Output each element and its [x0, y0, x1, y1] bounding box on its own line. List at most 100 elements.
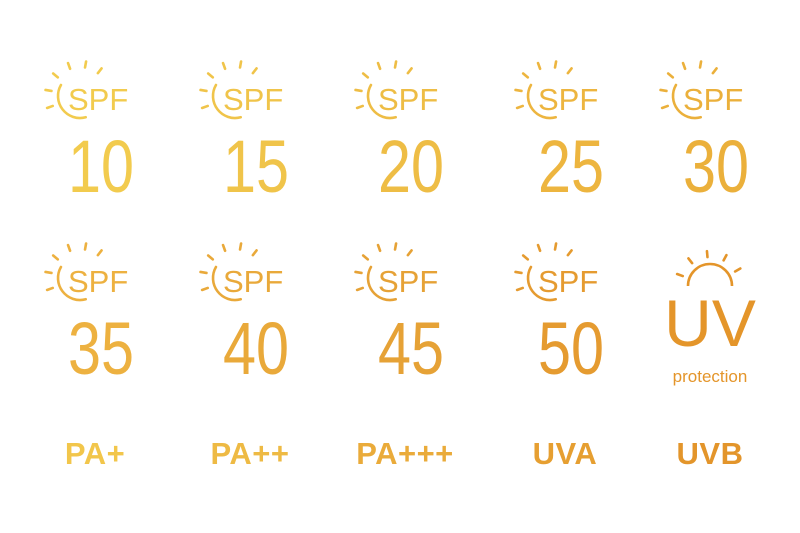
spf-prefix: SPF	[538, 264, 598, 299]
sun-ray-icon	[355, 104, 365, 110]
sun-ray-icon	[206, 72, 215, 79]
sun-ray-icon	[251, 249, 258, 257]
sun-arc-icon	[366, 83, 397, 120]
sun-ray-icon	[687, 257, 694, 265]
sun-ray-icon	[553, 60, 558, 69]
sun-ray-icon	[376, 243, 382, 253]
sun-ray-icon	[393, 242, 398, 251]
uv-protection-icon: UV protection	[645, 240, 775, 390]
sun-ray-icon	[514, 88, 523, 93]
sun-ray-icon	[44, 270, 53, 275]
sun-ray-icon	[733, 267, 742, 273]
sun-ray-icon	[660, 104, 670, 110]
sun-ray-icon	[393, 60, 398, 69]
sun-ray-icon	[251, 67, 258, 75]
spf-value: 50	[538, 307, 604, 390]
sun-ray-icon	[722, 253, 728, 262]
sun-arc-icon	[671, 83, 702, 120]
sun-ray-icon	[354, 88, 363, 93]
sun-ray-icon	[221, 243, 227, 253]
sun-ray-icon	[238, 242, 243, 251]
sun-arc-icon	[526, 265, 557, 302]
sun-ray-icon	[666, 72, 675, 79]
sun-ray-icon	[681, 61, 687, 71]
sun-ray-icon	[45, 286, 55, 292]
sun-ray-icon	[515, 104, 525, 110]
sun-ray-icon	[200, 286, 210, 292]
sun-ray-icon	[515, 286, 525, 292]
sun-ray-icon	[221, 61, 227, 71]
sun-ray-icon	[536, 243, 542, 253]
sun-ray-icon	[354, 270, 363, 275]
sun-ray-icon	[83, 60, 88, 69]
sun-ray-icon	[51, 72, 60, 79]
sun-ray-icon	[361, 254, 370, 261]
sun-arc-icon	[686, 262, 734, 287]
spf-value: 20	[378, 125, 444, 208]
spf-icon-25: SPF 25	[500, 58, 630, 208]
spf-prefix: SPF	[223, 82, 283, 117]
sun-ray-icon	[238, 60, 243, 69]
spf-prefix: SPF	[68, 82, 128, 117]
label-paplusplus: PA++	[210, 436, 290, 471]
sun-ray-icon	[361, 72, 370, 79]
spf-prefix: SPF	[378, 264, 438, 299]
sun-ray-icon	[566, 249, 573, 257]
spf-icon-35: SPF 35	[30, 240, 160, 390]
sun-ray-icon	[199, 88, 208, 93]
sun-arc-icon	[56, 265, 87, 302]
sun-ray-icon	[521, 72, 530, 79]
label-paplus: PA+	[64, 436, 126, 471]
sun-ray-icon	[514, 270, 523, 275]
sun-ray-icon	[83, 242, 88, 251]
spf-prefix: SPF	[223, 264, 283, 299]
sun-ray-icon	[406, 67, 413, 75]
spf-icon-30: SPF 30	[645, 58, 775, 208]
spf-prefix: SPF	[378, 82, 438, 117]
sun-ray-icon	[406, 249, 413, 257]
spf-value: 10	[68, 125, 134, 208]
spf-icon-45: SPF 45	[340, 240, 470, 390]
sun-arc-icon	[211, 83, 242, 120]
sun-ray-icon	[206, 254, 215, 261]
sun-ray-icon	[553, 242, 558, 251]
spf-icon-15: SPF 15	[185, 58, 315, 208]
sun-ray-icon	[355, 286, 365, 292]
sun-ray-icon	[711, 67, 718, 75]
spf-value: 35	[68, 307, 134, 390]
spf-icon-40: SPF 40	[185, 240, 315, 390]
sun-arc-icon	[56, 83, 87, 120]
spf-value: 25	[538, 125, 604, 208]
spf-prefix: SPF	[683, 82, 743, 117]
sun-arc-icon	[526, 83, 557, 120]
sun-ray-icon	[659, 88, 668, 93]
label-uva: UVA	[532, 436, 598, 471]
label-paplusplusplus: PA+++	[356, 436, 454, 471]
spf-icon-50: SPF 50	[500, 240, 630, 390]
sun-ray-icon	[96, 249, 103, 257]
sun-ray-icon	[44, 88, 53, 93]
sun-ray-icon	[675, 272, 685, 278]
sun-ray-icon	[376, 61, 382, 71]
spf-value: 45	[378, 307, 444, 390]
label-uvb: UVB	[676, 436, 744, 471]
spf-icon-20: SPF 20	[340, 58, 470, 208]
sun-ray-icon	[66, 61, 72, 71]
spf-icon-10: SPF 10	[30, 58, 160, 208]
sun-arc-icon	[366, 265, 397, 302]
spf-prefix: SPF	[68, 264, 128, 299]
sun-ray-icon	[51, 254, 60, 261]
sun-ray-icon	[536, 61, 542, 71]
sun-ray-icon	[66, 243, 72, 253]
sun-ray-icon	[521, 254, 530, 261]
uv-title: UV	[664, 286, 756, 360]
spf-value: 30	[683, 125, 749, 208]
sun-ray-icon	[96, 67, 103, 75]
spf-value: 40	[223, 307, 289, 390]
sun-ray-icon	[705, 249, 709, 259]
sun-ray-icon	[200, 104, 210, 110]
spf-prefix: SPF	[538, 82, 598, 117]
sun-ray-icon	[566, 67, 573, 75]
sun-ray-icon	[45, 104, 55, 110]
spf-value: 15	[223, 125, 289, 208]
